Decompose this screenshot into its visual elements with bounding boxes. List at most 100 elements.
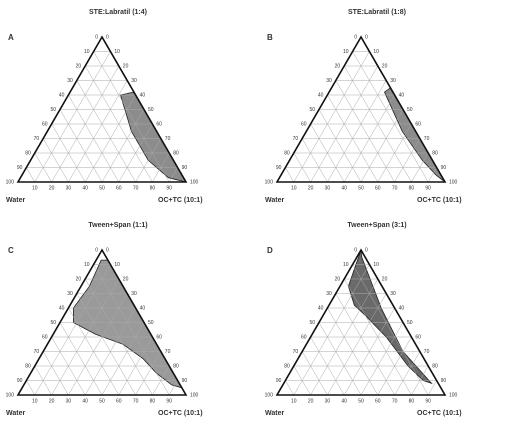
right-tick-label: 50 bbox=[407, 107, 413, 113]
left-tick-label: 50 bbox=[50, 320, 56, 326]
bottom-tick-label: 80 bbox=[409, 398, 415, 404]
right-tick-label: 0 bbox=[365, 247, 368, 253]
left-tick-label: 70 bbox=[34, 136, 40, 142]
right-tick-label: 80 bbox=[432, 150, 438, 156]
bottom-tick-label: 90 bbox=[166, 398, 172, 404]
left-tick-label: 80 bbox=[25, 150, 31, 156]
grid-line bbox=[59, 109, 103, 183]
grid-line bbox=[318, 322, 362, 396]
bottom-tick-label: 30 bbox=[66, 398, 72, 404]
bottom-tick-label: 40 bbox=[82, 185, 88, 191]
grid-line bbox=[394, 138, 421, 183]
left-tick-label: 0 bbox=[354, 247, 357, 253]
grid-line bbox=[301, 351, 328, 396]
left-tick-label: 30 bbox=[326, 291, 332, 297]
bottom-tick-label: 40 bbox=[82, 398, 88, 404]
grid-line bbox=[318, 109, 362, 183]
bottom-tick-label: 90 bbox=[166, 185, 172, 191]
grid-line bbox=[51, 123, 86, 183]
left-tick-label: 60 bbox=[301, 334, 307, 340]
grid-line bbox=[411, 365, 429, 396]
panel-label: A bbox=[8, 33, 14, 42]
grid-line bbox=[26, 380, 36, 396]
right-tick-label: 80 bbox=[173, 150, 179, 156]
left-tick-label: 50 bbox=[50, 107, 56, 113]
right-tick-label: 0 bbox=[106, 34, 109, 40]
bottom-tick-label: 60 bbox=[116, 398, 122, 404]
right-tick-label: 90 bbox=[182, 378, 188, 384]
left-tick-label: 30 bbox=[67, 78, 73, 84]
bottom-tick-label: 60 bbox=[375, 398, 381, 404]
triangle-frame bbox=[275, 248, 447, 396]
left-tick-label: 90 bbox=[276, 378, 282, 384]
bottom-tick-label: 20 bbox=[308, 398, 314, 404]
grid-line bbox=[34, 51, 111, 183]
phase-region bbox=[347, 249, 433, 385]
bottom-tick-label: 50 bbox=[358, 185, 364, 191]
grid-line bbox=[427, 167, 437, 183]
grid-line bbox=[135, 138, 162, 183]
right-tick-label: 60 bbox=[156, 334, 162, 340]
corner-label: Water bbox=[6, 410, 25, 417]
left-tick-label: 100 bbox=[6, 392, 15, 398]
bottom-tick-label: 90 bbox=[425, 398, 431, 404]
right-tick-label: 30 bbox=[131, 291, 137, 297]
left-tick-label: 70 bbox=[34, 349, 40, 355]
left-tick-label: 50 bbox=[309, 107, 315, 113]
grid-line bbox=[34, 152, 52, 183]
grid-line bbox=[360, 322, 404, 396]
left-tick-label: 40 bbox=[318, 92, 324, 98]
left-tick-label: 40 bbox=[59, 92, 65, 98]
right-tick-label: 100 bbox=[190, 179, 199, 185]
bottom-tick-label: 50 bbox=[99, 398, 105, 404]
left-tick-label: 0 bbox=[95, 34, 98, 40]
right-tick-label: 40 bbox=[140, 92, 146, 98]
grid-line bbox=[168, 167, 178, 183]
left-tick-label: 60 bbox=[42, 334, 48, 340]
bottom-tick-label: 70 bbox=[133, 185, 139, 191]
grid-line bbox=[327, 293, 387, 396]
left-tick-label: 0 bbox=[95, 247, 98, 253]
bottom-tick-label: 30 bbox=[325, 398, 331, 404]
right-tick-label: 50 bbox=[148, 320, 154, 326]
corner-label: OC+TC (10:1) bbox=[417, 410, 462, 417]
grid-line bbox=[377, 123, 412, 183]
corner-label: OC+TC (10:1) bbox=[417, 197, 462, 204]
right-tick-label: 40 bbox=[399, 305, 405, 311]
grid-line bbox=[293, 152, 311, 183]
right-tick-label: 10 bbox=[373, 262, 379, 268]
triangle-frame bbox=[16, 248, 188, 396]
right-tick-label: 20 bbox=[123, 63, 129, 69]
grid-line bbox=[377, 336, 412, 396]
left-tick-label: 90 bbox=[17, 378, 23, 384]
bottom-tick-label: 40 bbox=[341, 185, 347, 191]
chart-title: Tween+Span (1:1) bbox=[88, 222, 147, 229]
right-tick-label: 70 bbox=[424, 349, 430, 355]
left-tick-label: 90 bbox=[276, 165, 282, 171]
grid-line bbox=[394, 351, 421, 396]
bottom-tick-label: 90 bbox=[425, 185, 431, 191]
bottom-tick-label: 80 bbox=[409, 185, 415, 191]
chart-title: STE:Labratil (1:4) bbox=[89, 9, 147, 16]
bottom-tick-label: 40 bbox=[341, 398, 347, 404]
bottom-tick-label: 50 bbox=[99, 185, 105, 191]
left-tick-label: 100 bbox=[265, 179, 274, 185]
right-tick-label: 100 bbox=[449, 179, 458, 185]
right-tick-label: 60 bbox=[156, 121, 162, 127]
right-tick-label: 10 bbox=[114, 262, 120, 268]
left-tick-label: 70 bbox=[293, 136, 299, 142]
left-tick-label: 30 bbox=[326, 78, 332, 84]
right-tick-label: 30 bbox=[131, 78, 137, 84]
right-tick-label: 40 bbox=[399, 92, 405, 98]
bottom-tick-label: 70 bbox=[392, 185, 398, 191]
left-tick-label: 70 bbox=[293, 349, 299, 355]
bottom-tick-label: 10 bbox=[32, 398, 38, 404]
phase-region bbox=[119, 91, 187, 183]
grid-line bbox=[42, 351, 69, 396]
grid-line bbox=[327, 80, 387, 183]
left-tick-label: 10 bbox=[84, 49, 90, 55]
right-tick-label: 100 bbox=[190, 392, 199, 398]
bottom-tick-label: 70 bbox=[133, 398, 139, 404]
